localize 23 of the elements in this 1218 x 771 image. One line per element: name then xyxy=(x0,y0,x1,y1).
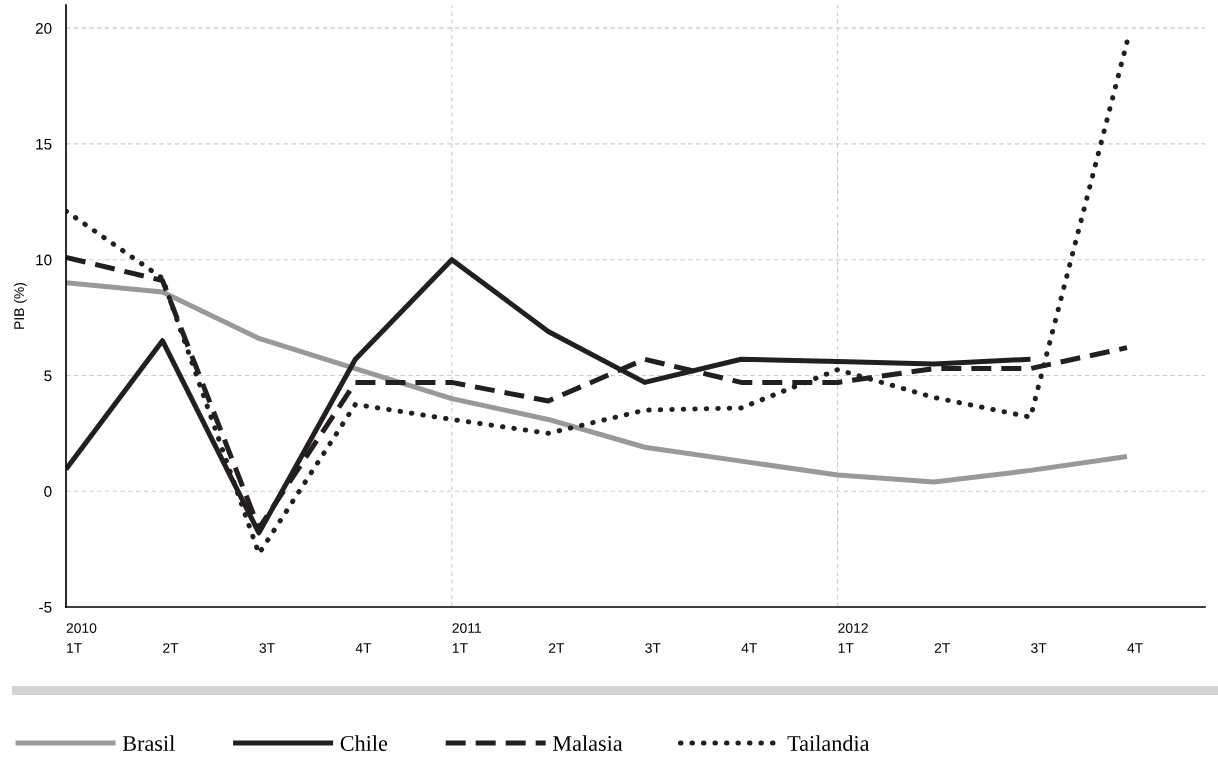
legend-label: Malasia xyxy=(552,735,623,751)
y-tick-label: -5 xyxy=(39,602,52,613)
x-tick-label: 4T xyxy=(355,643,372,653)
legend-label: Tailandia xyxy=(787,735,870,751)
y-tick-label: 0 xyxy=(44,486,52,497)
y-tick-label: 5 xyxy=(44,370,52,382)
x-tick-label: 2T xyxy=(163,643,179,653)
x-tick-label: 3T xyxy=(1031,643,1047,653)
y-tick-label: 10 xyxy=(36,254,52,266)
y-axis-title: PIB (%) xyxy=(13,282,27,329)
x-tick-label: 3T xyxy=(259,643,275,653)
y-tick-label: 20 xyxy=(35,23,52,34)
legend-label: Brasil xyxy=(122,735,175,751)
legend-label: Chile xyxy=(340,735,388,751)
x-tick-label: 2010 1T xyxy=(66,623,97,653)
x-tick-label: 2T xyxy=(548,643,565,653)
x-tick-label: 2011 1T xyxy=(452,623,482,653)
x-tick-label: 3T xyxy=(645,643,661,653)
x-tick-label: 4T xyxy=(741,643,758,653)
x-tick-label: 4T xyxy=(1127,643,1143,653)
x-tick-label: 2T xyxy=(934,643,950,653)
x-tick-label: 2012 1T xyxy=(838,623,868,653)
y-tick-label: 15 xyxy=(36,138,52,150)
